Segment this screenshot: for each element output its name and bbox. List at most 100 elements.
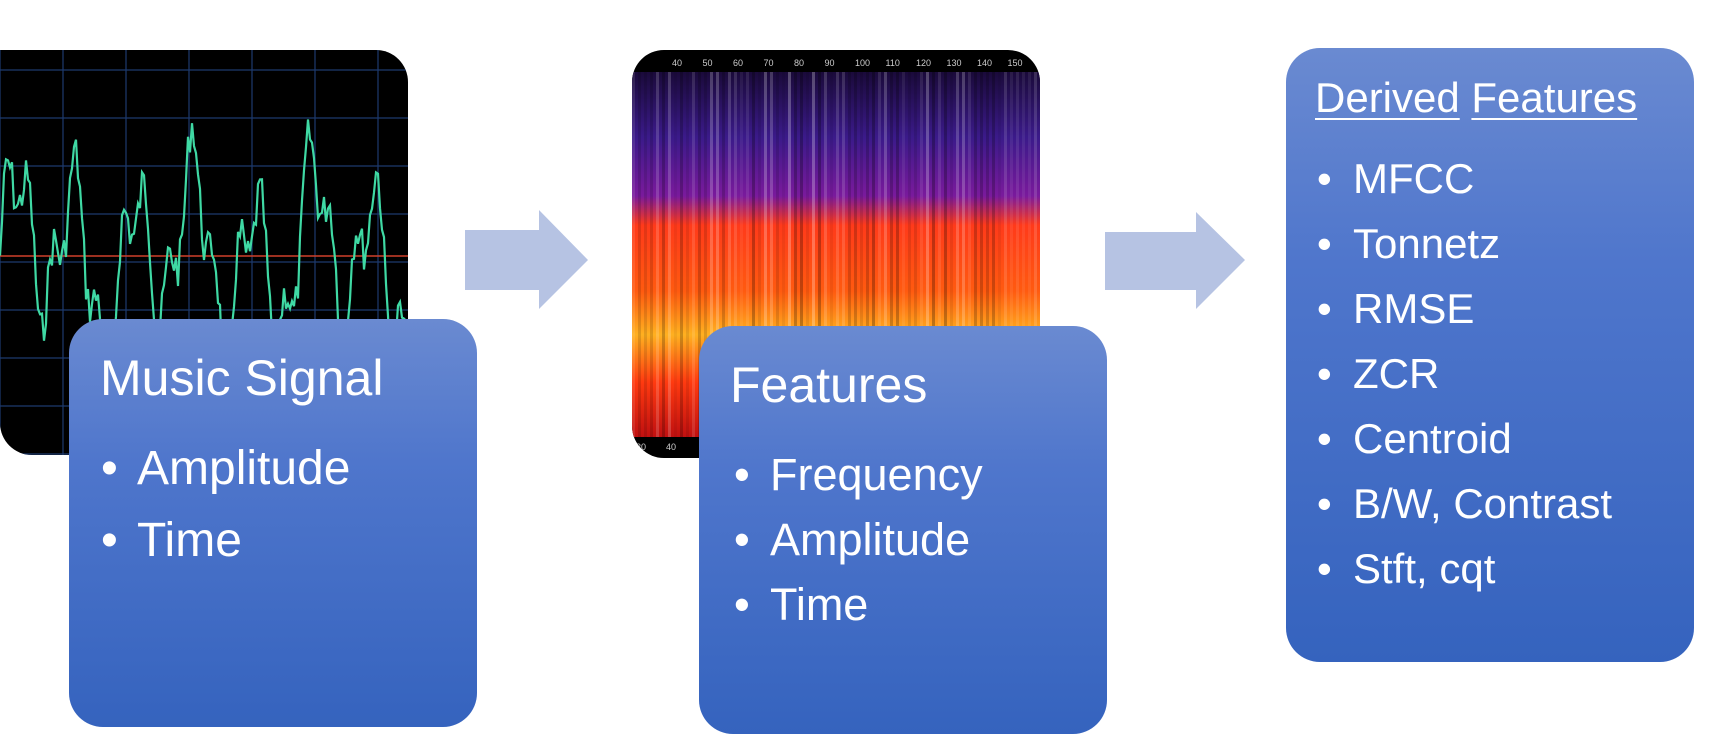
list-item: Amplitude — [734, 517, 983, 562]
spectrogram-column — [1004, 72, 1007, 437]
tick-label: 70 — [764, 58, 774, 68]
spectrogram-column — [716, 72, 719, 437]
spectrogram-column — [746, 72, 749, 437]
spectrogram-column — [704, 72, 707, 437]
spectrogram-column — [1010, 72, 1013, 437]
list-item: Time — [734, 582, 983, 627]
spectrogram-column — [830, 72, 833, 437]
spectrogram-column — [890, 72, 893, 437]
spectrogram-column — [914, 72, 917, 437]
spectrogram-column — [926, 72, 929, 437]
list-item: B/W, Contrast — [1317, 483, 1612, 526]
card-bullet-list: MFCC Tonnetz RMSE ZCR Centroid B/W, Cont… — [1317, 158, 1612, 613]
spectrogram-column — [908, 72, 911, 437]
tick-label: 100 — [855, 58, 870, 68]
spectrogram-column — [1034, 72, 1037, 437]
tick-label: 90 — [825, 58, 835, 68]
spectrogram-column — [848, 72, 851, 437]
spectrogram-column — [758, 72, 761, 437]
spectrogram-bottom-ticks: 30 40 — [636, 442, 676, 452]
spectrogram-column — [998, 72, 1001, 437]
spectrogram-column — [818, 72, 821, 437]
card-title: Music Signal — [100, 350, 384, 406]
spectrogram-column — [794, 72, 797, 437]
arrow-right-icon — [465, 210, 588, 309]
spectrogram-column — [872, 72, 875, 437]
spectrogram-column — [836, 72, 839, 437]
spectrogram-column — [932, 72, 935, 437]
spectrogram-column — [740, 72, 743, 437]
tick-label: 120 — [916, 58, 931, 68]
spectrogram-column — [884, 72, 887, 437]
music-signal-card: Music Signal Amplitude Time — [69, 319, 477, 727]
spectrogram-column — [728, 72, 731, 437]
spectrogram-column — [950, 72, 953, 437]
list-item: MFCC — [1317, 158, 1612, 201]
spectrogram-column — [806, 72, 809, 437]
spectrogram-column — [854, 72, 857, 437]
derived-features-card: Derived Features MFCC Tonnetz RMSE ZCR C… — [1286, 48, 1694, 662]
list-item: Time — [101, 517, 350, 566]
tick-label: 40 — [666, 442, 676, 452]
spectrogram-column — [644, 72, 647, 437]
tick-label: 130 — [947, 58, 962, 68]
spectrogram-column — [734, 72, 737, 437]
spectrogram-column — [974, 72, 977, 437]
list-item: RMSE — [1317, 288, 1612, 331]
card-title: Features — [730, 357, 928, 413]
spectrogram-column — [992, 72, 995, 437]
spectrogram-column — [632, 72, 635, 437]
spectrogram-column — [710, 72, 713, 437]
spectrogram-column — [674, 72, 677, 437]
list-item: ZCR — [1317, 353, 1612, 396]
spectrogram-column — [782, 72, 785, 437]
spectrogram-column — [752, 72, 755, 437]
spectrogram-column — [722, 72, 725, 437]
tick-label: 50 — [703, 58, 713, 68]
spectrogram-column — [776, 72, 779, 437]
spectrogram-column — [938, 72, 941, 437]
spectrogram-column — [686, 72, 689, 437]
tick-label: 110 — [886, 58, 900, 68]
spectrogram-column — [638, 72, 641, 437]
spectrogram-column — [770, 72, 773, 437]
tick-label: 40 — [672, 58, 682, 68]
spectrogram-column — [692, 72, 695, 437]
spectrogram-column — [878, 72, 881, 437]
card-title-word: Derived — [1315, 74, 1460, 121]
list-item: Stft, cqt — [1317, 548, 1612, 591]
spectrogram-column — [920, 72, 923, 437]
spectrogram-column — [902, 72, 905, 437]
list-item: Amplitude — [101, 445, 350, 494]
spectrogram-column — [962, 72, 965, 437]
tick-label: 140 — [977, 58, 992, 68]
spectrogram-column — [812, 72, 815, 437]
spectrogram-column — [800, 72, 803, 437]
card-title-word: Features — [1471, 74, 1638, 121]
spectrogram-column — [764, 72, 767, 437]
spectrogram-top-ticks: 40 50 60 70 80 90 100 110 120 130 140 150 — [672, 58, 1023, 68]
features-card: Features Frequency Amplitude Time — [699, 326, 1107, 734]
tick-label: 30 — [636, 442, 646, 452]
spectrogram-column — [788, 72, 791, 437]
tick-label: 60 — [733, 58, 743, 68]
list-item: Centroid — [1317, 418, 1612, 461]
spectrogram-column — [980, 72, 983, 437]
spectrogram-column — [824, 72, 827, 437]
spectrogram-column — [956, 72, 959, 437]
list-item: Tonnetz — [1317, 223, 1612, 266]
spectrogram-column — [656, 72, 659, 437]
arrow-right-icon — [1105, 212, 1245, 309]
list-item: Frequency — [734, 452, 983, 497]
tick-label: 80 — [794, 58, 804, 68]
spectrogram-column — [986, 72, 989, 437]
spectrogram-column — [896, 72, 899, 437]
spectrogram-column — [860, 72, 863, 437]
spectrogram-column — [650, 72, 653, 437]
spectrogram-column — [968, 72, 971, 437]
card-bullet-list: Frequency Amplitude Time — [734, 452, 983, 647]
card-title: Derived Features — [1315, 74, 1637, 122]
spectrogram-columns — [632, 72, 1037, 437]
spectrogram-column — [944, 72, 947, 437]
spectrogram-column — [866, 72, 869, 437]
